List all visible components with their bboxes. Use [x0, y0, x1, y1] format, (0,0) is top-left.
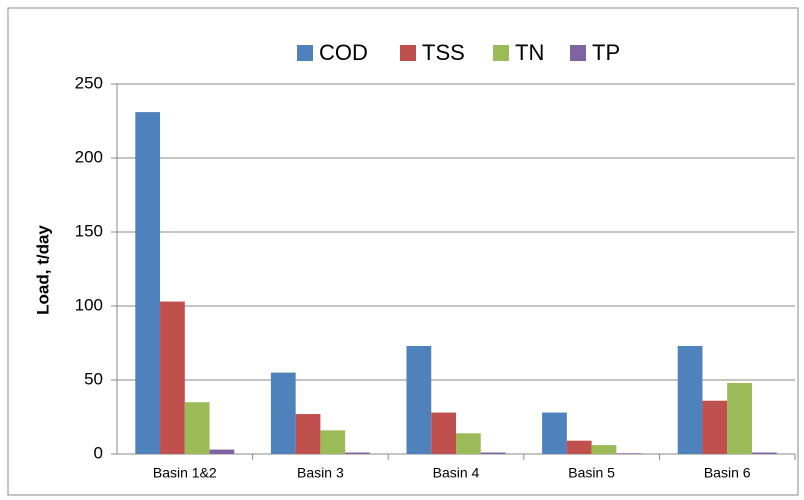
legend-swatch — [400, 45, 416, 61]
bar — [727, 382, 752, 454]
bar — [702, 400, 728, 454]
bar — [591, 445, 617, 454]
bar — [406, 345, 432, 454]
y-tick-label: 50 — [84, 369, 103, 388]
legend-text: COD — [319, 40, 368, 65]
bar — [616, 453, 642, 454]
bar — [160, 301, 185, 454]
legend-swatch — [570, 45, 586, 61]
bar — [431, 412, 456, 454]
bar — [184, 402, 210, 454]
y-tick-label: 100 — [75, 295, 103, 314]
bar — [542, 412, 567, 454]
bar — [456, 433, 481, 454]
bar — [566, 440, 592, 454]
bar — [677, 345, 703, 454]
bar — [480, 452, 506, 454]
y-tick-label: 0 — [94, 443, 103, 462]
legend-text: TN — [515, 40, 544, 65]
legend-swatch — [493, 45, 509, 61]
legend-swatch — [297, 45, 313, 61]
bar — [135, 112, 161, 455]
x-tick-label: Basin 1&2 — [153, 465, 217, 481]
y-axis-title: Load, t/day — [33, 225, 52, 315]
bar — [209, 449, 235, 454]
y-tick-label: 200 — [75, 147, 103, 166]
x-tick-label: Basin 4 — [433, 465, 480, 481]
x-tick-label: Basin 6 — [704, 465, 751, 481]
legend-text: TSS — [422, 40, 465, 65]
bar — [295, 414, 321, 454]
bar — [345, 452, 370, 454]
y-tick-label: 150 — [75, 221, 103, 240]
x-tick-label: Basin 5 — [568, 465, 615, 481]
y-tick-label: 250 — [75, 73, 103, 92]
bar — [751, 452, 777, 454]
bar — [320, 430, 346, 454]
bar — [270, 372, 296, 454]
x-tick-label: Basin 3 — [297, 465, 344, 481]
legend-text: TP — [592, 40, 620, 65]
